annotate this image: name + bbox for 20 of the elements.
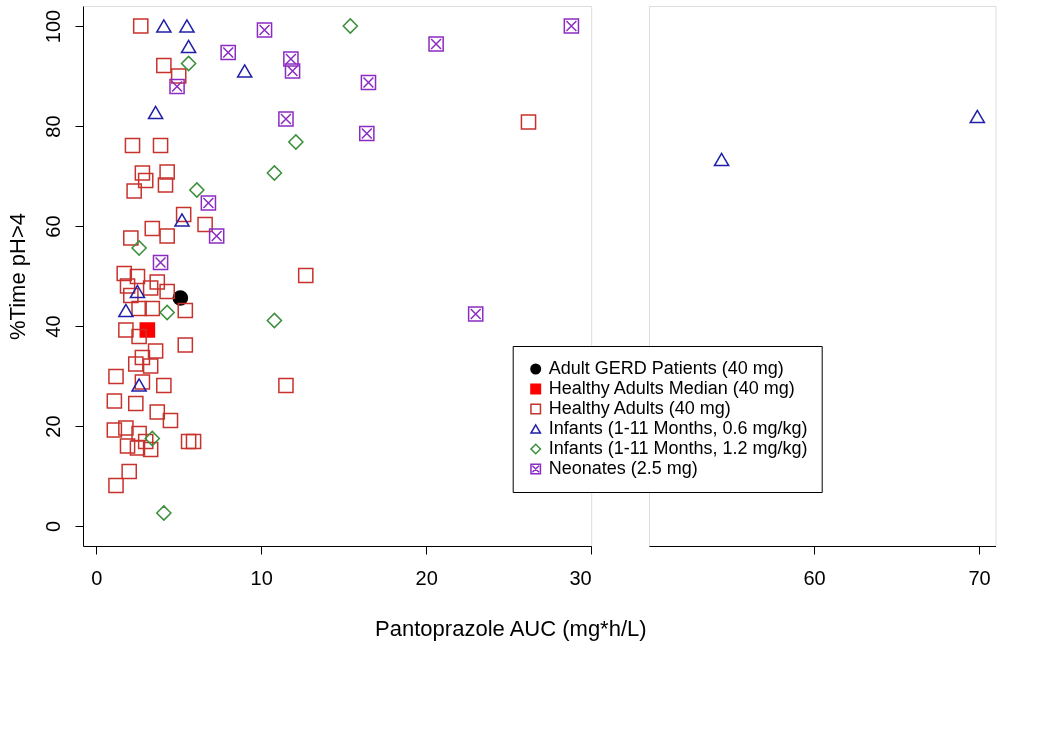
legend-label: Infants (1-11 Months, 1.2 mg/kg) bbox=[548, 438, 808, 458]
x-tick-label: 0 bbox=[91, 566, 103, 589]
y-axis-title: %Time pH>4 bbox=[4, 213, 30, 340]
legend-label: Neonates (2.5 mg) bbox=[548, 458, 698, 478]
y-tick-label: 80 bbox=[41, 115, 64, 138]
y-tick-label: 0 bbox=[41, 520, 64, 533]
legend-label: Healthy Adults (40 mg) bbox=[548, 398, 731, 418]
y-tick-label: 40 bbox=[41, 315, 64, 338]
x-axis-title: Pantoprazole AUC (mg*h/L) bbox=[375, 615, 647, 641]
x-tick-label: 20 bbox=[415, 566, 438, 589]
y-tick-label: 20 bbox=[41, 415, 64, 438]
x-tick-label: 10 bbox=[250, 566, 273, 589]
x-tick-label: 30 bbox=[569, 566, 592, 589]
legend-label: Healthy Adults Median (40 mg) bbox=[548, 378, 795, 398]
x-tick-label: 60 bbox=[803, 566, 826, 589]
legend-label: Infants (1-11 Months, 0.6 mg/kg) bbox=[548, 418, 808, 438]
x-tick-label: 70 bbox=[968, 566, 991, 589]
y-tick-label: 60 bbox=[41, 215, 64, 238]
legend-label: Adult GERD Patients (40 mg) bbox=[548, 358, 784, 378]
y-tick-label: 100 bbox=[41, 9, 64, 44]
